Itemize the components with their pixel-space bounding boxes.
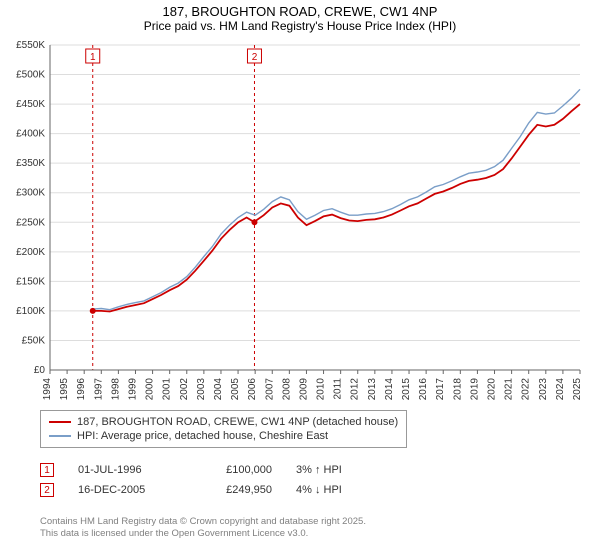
- sale-marker-icon: 2: [40, 483, 54, 497]
- svg-text:£300K: £300K: [16, 188, 45, 199]
- svg-text:2009: 2009: [298, 378, 309, 401]
- svg-text:2001: 2001: [162, 378, 173, 401]
- svg-text:2024: 2024: [555, 378, 566, 401]
- legend-item: HPI: Average price, detached house, Ches…: [49, 429, 398, 443]
- sale-delta: 3% ↑ HPI: [296, 464, 376, 476]
- svg-text:£450K: £450K: [16, 99, 45, 110]
- svg-text:2016: 2016: [418, 378, 429, 401]
- svg-text:2002: 2002: [179, 378, 190, 401]
- sale-date: 01-JUL-1996: [78, 464, 173, 476]
- legend-swatch-price-paid: [49, 421, 71, 423]
- svg-text:£200K: £200K: [16, 247, 45, 258]
- svg-text:1997: 1997: [93, 378, 104, 401]
- sale-price: £249,950: [197, 484, 272, 496]
- svg-text:£550K: £550K: [16, 40, 45, 51]
- title-address: 187, BROUGHTON ROAD, CREWE, CW1 4NP: [0, 4, 600, 19]
- svg-text:2019: 2019: [469, 378, 480, 401]
- chart-container: 187, BROUGHTON ROAD, CREWE, CW1 4NP Pric…: [0, 0, 600, 560]
- svg-text:1996: 1996: [76, 378, 87, 401]
- svg-text:1994: 1994: [42, 378, 53, 401]
- svg-text:2005: 2005: [230, 378, 241, 401]
- svg-text:2007: 2007: [264, 378, 275, 401]
- sale-price: £100,000: [197, 464, 272, 476]
- svg-text:£50K: £50K: [22, 335, 46, 346]
- line-chart-svg: £0 £50K £100K £150K £200K £250K £300K £350K £400…: [10, 35, 590, 405]
- svg-text:2013: 2013: [367, 378, 378, 401]
- svg-text:2006: 2006: [247, 378, 258, 401]
- sale-date: 16-DEC-2005: [78, 484, 173, 496]
- svg-text:2003: 2003: [196, 378, 207, 401]
- svg-text:£350K: £350K: [16, 158, 45, 169]
- svg-text:2021: 2021: [504, 378, 515, 401]
- legend-label: HPI: Average price, detached house, Ches…: [77, 430, 328, 442]
- svg-text:2004: 2004: [213, 378, 224, 401]
- title-subtitle: Price paid vs. HM Land Registry's House …: [0, 19, 600, 33]
- svg-text:1998: 1998: [110, 378, 121, 401]
- svg-text:2015: 2015: [401, 378, 412, 401]
- svg-text:2000: 2000: [145, 378, 156, 401]
- footnote-line: Contains HM Land Registry data © Crown c…: [40, 516, 366, 528]
- svg-text:2014: 2014: [384, 378, 395, 401]
- svg-text:£500K: £500K: [16, 70, 45, 81]
- footnote-line: This data is licensed under the Open Gov…: [40, 528, 366, 540]
- sales-table: 1 01-JUL-1996 £100,000 3% ↑ HPI 2 16-DEC…: [40, 460, 376, 500]
- legend-item: 187, BROUGHTON ROAD, CREWE, CW1 4NP (det…: [49, 415, 398, 429]
- legend: 187, BROUGHTON ROAD, CREWE, CW1 4NP (det…: [40, 410, 407, 448]
- legend-label: 187, BROUGHTON ROAD, CREWE, CW1 4NP (det…: [77, 416, 398, 428]
- footnote: Contains HM Land Registry data © Crown c…: [40, 516, 366, 541]
- svg-text:2022: 2022: [521, 378, 532, 401]
- title-block: 187, BROUGHTON ROAD, CREWE, CW1 4NP Pric…: [0, 0, 600, 35]
- svg-text:£400K: £400K: [16, 129, 45, 140]
- svg-text:2018: 2018: [452, 378, 463, 401]
- svg-text:2010: 2010: [316, 378, 327, 401]
- svg-text:2017: 2017: [435, 378, 446, 401]
- sale-marker-icon: 1: [40, 463, 54, 477]
- svg-text:2023: 2023: [538, 378, 549, 401]
- svg-text:£150K: £150K: [16, 276, 45, 287]
- svg-text:£250K: £250K: [16, 217, 45, 228]
- svg-text:1999: 1999: [127, 378, 138, 401]
- svg-text:1995: 1995: [59, 378, 70, 401]
- svg-text:2011: 2011: [333, 378, 344, 400]
- svg-text:2025: 2025: [572, 378, 583, 401]
- table-row: 1 01-JUL-1996 £100,000 3% ↑ HPI: [40, 460, 376, 480]
- svg-text:2012: 2012: [350, 378, 361, 401]
- svg-text:2: 2: [252, 52, 258, 63]
- svg-text:1: 1: [90, 52, 96, 63]
- svg-text:2020: 2020: [487, 378, 498, 401]
- svg-text:2008: 2008: [281, 378, 292, 401]
- table-row: 2 16-DEC-2005 £249,950 4% ↓ HPI: [40, 480, 376, 500]
- sale-delta: 4% ↓ HPI: [296, 484, 376, 496]
- chart-area: £0 £50K £100K £150K £200K £250K £300K £350K £400…: [10, 35, 590, 405]
- legend-swatch-hpi: [49, 435, 71, 437]
- svg-text:£100K: £100K: [16, 306, 45, 317]
- svg-text:£0: £0: [34, 365, 46, 376]
